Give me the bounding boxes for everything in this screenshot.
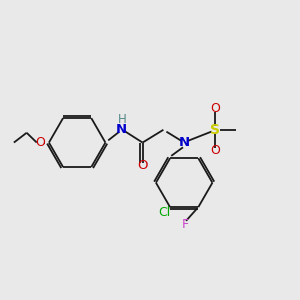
Text: N: N (178, 136, 190, 149)
Text: S: S (210, 123, 220, 137)
Text: H: H (117, 112, 126, 126)
Text: Cl: Cl (158, 206, 170, 219)
Text: O: O (137, 159, 148, 172)
Text: O: O (211, 144, 220, 157)
Text: O: O (35, 136, 45, 149)
Text: O: O (211, 103, 220, 116)
Text: N: N (116, 123, 127, 136)
Text: F: F (182, 218, 189, 231)
